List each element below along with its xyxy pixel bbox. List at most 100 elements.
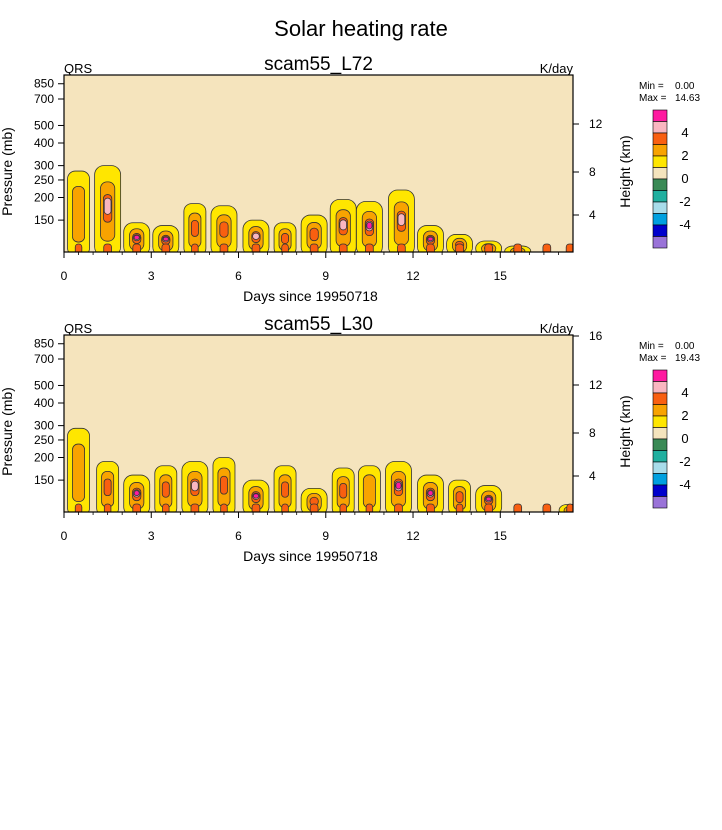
contour-level-4	[397, 213, 406, 226]
colorbar-min-label: Min =	[639, 341, 664, 352]
x-axis-title: Days since 19950718	[243, 288, 378, 304]
plume-day-10.5	[356, 201, 383, 252]
contour-level-2	[72, 185, 85, 243]
x-tick-label: 15	[494, 529, 508, 543]
y-right-tick-label: 12	[589, 378, 603, 392]
colorbar-swatch	[652, 155, 668, 168]
contour-surface-core	[220, 503, 228, 512]
panel-title: scam55_L30	[264, 314, 373, 335]
colorbar-swatch	[652, 224, 668, 237]
plume-day-9.6	[331, 467, 355, 512]
contour-surface-core	[513, 503, 523, 512]
contour-level-3	[103, 478, 112, 497]
colorbar-swatch	[652, 427, 668, 440]
plume-day-8.6	[300, 488, 328, 512]
plume-day-1.5	[96, 461, 120, 512]
plume-day-8.6	[300, 214, 328, 252]
y-axis-title: Pressure (mb)	[0, 127, 15, 216]
y-axis-right-title: Height (km)	[617, 395, 633, 467]
colorbar-swatch	[652, 109, 668, 122]
colorbar-max-label: Max =	[639, 353, 667, 364]
contour-surface-core	[103, 503, 112, 512]
plume-day-17.4	[558, 503, 573, 512]
x-tick-label: 0	[61, 529, 68, 543]
contour-level-3	[455, 491, 464, 503]
contour-level-4	[103, 197, 112, 215]
y-tick-label: 500	[34, 118, 54, 132]
plume-day-3.5	[152, 225, 180, 252]
contour-level-3	[309, 227, 319, 242]
contour-surface-core	[542, 503, 552, 512]
colorbar-tick-label: 2	[681, 408, 688, 423]
contour-surface-core	[484, 243, 493, 252]
y-right-tick-label: 4	[589, 208, 596, 222]
contour-plume-group	[67, 165, 573, 252]
contour-level-5	[395, 481, 402, 490]
contour-surface-core	[132, 503, 142, 512]
contour-level-5	[252, 493, 259, 499]
contour-surface-core	[251, 243, 261, 252]
contour-level-3	[220, 475, 228, 495]
y-tick-label: 700	[34, 92, 54, 106]
y-right-tick-label: 8	[589, 165, 596, 179]
contour-surface-core	[219, 243, 229, 252]
colorbar-max-value: 19.43	[675, 353, 700, 364]
contour-level-3	[339, 482, 348, 499]
colorbar-swatch	[652, 167, 668, 180]
colorbar-min-label: Min =	[639, 81, 664, 92]
contour-surface-core	[338, 243, 348, 252]
x-tick-label: 9	[322, 529, 329, 543]
colorbar-tick-label: -4	[679, 217, 691, 232]
colorbar-tick-label: 2	[681, 148, 688, 163]
contour-level-3	[281, 233, 289, 244]
colorbar-swatch	[652, 461, 668, 474]
contour-surface-core	[132, 243, 142, 252]
contour-surface-core	[455, 243, 464, 252]
y-tick-label: 700	[34, 352, 54, 366]
colorbar-swatch	[652, 415, 668, 428]
colorbar-swatch	[652, 178, 668, 191]
y-axis-right-title: Height (km)	[617, 135, 633, 207]
contour-surface-core	[74, 243, 83, 252]
plume-day-10.5	[358, 465, 381, 512]
plume-day-17.4	[560, 243, 573, 252]
plume-day-7.6	[273, 465, 297, 512]
colorbar-min-value: 0.00	[675, 81, 695, 92]
colorbar-swatch	[652, 121, 668, 134]
colorbar-swatch	[652, 190, 668, 203]
colorbar-tick-label: -2	[679, 454, 691, 469]
plume-day-12.6	[417, 474, 444, 512]
y-tick-label: 150	[34, 473, 54, 487]
colorbar-max-label: Max =	[639, 93, 667, 104]
x-axis-title: Days since 19950718	[243, 548, 378, 564]
plume-day-14.6	[475, 240, 503, 252]
contour-level-4	[191, 480, 199, 492]
plume-day-14.6	[475, 485, 503, 512]
y-right-tick-label: 8	[589, 426, 596, 440]
x-tick-label: 15	[494, 269, 508, 283]
plume-day-16.6	[537, 243, 557, 252]
y-tick-label: 850	[34, 337, 54, 351]
contour-surface-core	[426, 243, 435, 252]
figure-title: Solar heating rate	[274, 16, 448, 41]
contour-surface-core	[565, 243, 573, 252]
contour-level-5	[366, 221, 373, 230]
contour-surface-core	[309, 503, 319, 512]
contour-level-2	[72, 443, 85, 503]
contour-plume-group	[67, 427, 573, 512]
y-tick-label: 400	[34, 396, 54, 410]
colorbar-tick-label: 4	[681, 125, 688, 140]
contour-level-5	[427, 490, 434, 497]
y-tick-label: 250	[34, 433, 54, 447]
contour-surface-core	[542, 243, 552, 252]
x-tick-label: 12	[406, 269, 420, 283]
colorbar-tick-label: 0	[681, 171, 688, 186]
colorbar-swatch	[652, 484, 668, 497]
variable-label: QRS	[64, 61, 93, 76]
plume-day-1.5	[94, 165, 122, 252]
y-tick-label: 850	[34, 77, 54, 91]
plume-day-16.6	[537, 503, 557, 512]
contour-surface-core	[162, 503, 170, 512]
contour-surface-core	[251, 503, 261, 512]
